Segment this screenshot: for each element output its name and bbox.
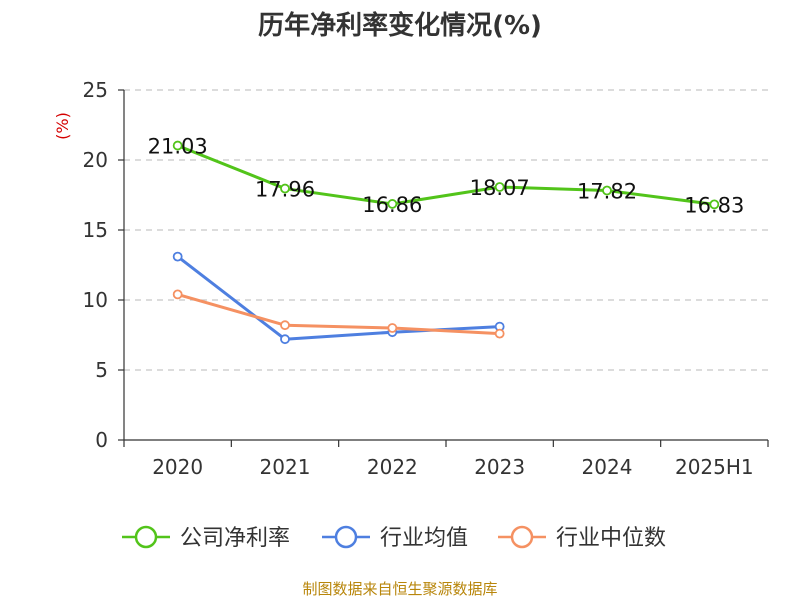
source-note: 制图数据来自恒生聚源数据库 bbox=[302, 580, 497, 598]
x-tick-label: 2025H1 bbox=[675, 455, 754, 479]
x-tick-label: 2023 bbox=[474, 455, 525, 479]
legend-marker-icon bbox=[334, 525, 358, 549]
data-point bbox=[172, 251, 183, 262]
series-line bbox=[177, 144, 715, 206]
y-axis-unit-label: (%) bbox=[53, 112, 72, 140]
y-tick-label: 0 bbox=[95, 428, 108, 452]
data-label: 18.07 bbox=[470, 176, 530, 200]
data-label: 16.83 bbox=[684, 193, 744, 217]
x-tick-label: 2020 bbox=[152, 455, 203, 479]
data-label: 17.82 bbox=[577, 180, 637, 204]
legend[interactable]: 公司净利率 行业均值 行业中位数 bbox=[122, 525, 666, 551]
data-point bbox=[387, 199, 398, 209]
series-lines bbox=[172, 140, 720, 345]
chart-title: 历年净利率变化情况(%) bbox=[258, 10, 542, 41]
y-tick-label: 20 bbox=[83, 148, 108, 172]
data-point bbox=[709, 199, 720, 210]
x-tick-label: 2021 bbox=[260, 455, 311, 479]
data-point bbox=[387, 323, 398, 333]
grid-lines bbox=[124, 89, 768, 371]
y-tick-label: 10 bbox=[83, 288, 108, 312]
data-label: 17.96 bbox=[255, 178, 315, 202]
y-tick-label: 25 bbox=[83, 78, 108, 102]
legend-item-label: 行业中位数 bbox=[556, 526, 666, 551]
data-point bbox=[494, 328, 505, 339]
data-label: 21.03 bbox=[148, 135, 208, 159]
series-line bbox=[177, 292, 500, 336]
data-point bbox=[280, 334, 290, 345]
y-tick-label: 15 bbox=[83, 218, 108, 242]
x-tick-label: 2022 bbox=[367, 455, 418, 479]
data-point bbox=[602, 185, 612, 196]
data-point bbox=[494, 182, 505, 192]
axes: 0 5 10 15 20 25 2020 2021 2022 2023 2024 2025H1 bbox=[83, 78, 769, 479]
y-tick-label: 5 bbox=[95, 358, 108, 382]
data-labels: 21.03 17.96 16.86 18.07 17.82 16.83 bbox=[148, 135, 745, 218]
data-point bbox=[172, 140, 183, 151]
legend-marker-icon bbox=[134, 525, 158, 549]
x-tick-label: 2024 bbox=[582, 455, 633, 479]
data-point bbox=[280, 183, 290, 194]
data-label: 16.86 bbox=[362, 193, 422, 217]
data-point bbox=[172, 289, 183, 300]
legend-item-label: 行业均值 bbox=[380, 526, 468, 551]
legend-marker-icon bbox=[510, 525, 534, 549]
data-point bbox=[280, 320, 290, 331]
legend-item-label: 公司净利率 bbox=[180, 526, 290, 551]
